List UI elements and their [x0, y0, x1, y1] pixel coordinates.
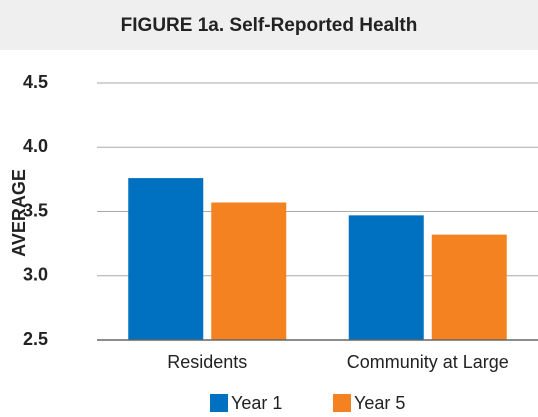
- legend-label: Year 1: [231, 393, 282, 413]
- y-tick-label: 3.5: [23, 200, 48, 220]
- x-tick-label: Residents: [167, 352, 247, 372]
- legend-swatch: [210, 394, 228, 412]
- y-tick-label: 3.0: [23, 265, 48, 285]
- x-tick-label: Community at Large: [347, 352, 509, 372]
- bar: [348, 215, 424, 340]
- y-tick-label: 4.0: [23, 136, 48, 156]
- y-tick-label: 4.5: [23, 72, 48, 92]
- y-axis-label: AVERAGE: [9, 169, 29, 257]
- bar: [128, 178, 204, 340]
- bar: [211, 202, 287, 340]
- chart-title: FIGURE 1a. Self-Reported Health: [121, 15, 418, 36]
- legend-swatch: [333, 394, 351, 412]
- bar: [431, 234, 507, 340]
- legend-label: Year 5: [354, 393, 405, 413]
- header-band: [0, 0, 538, 50]
- y-tick-label: 2.5: [23, 329, 48, 349]
